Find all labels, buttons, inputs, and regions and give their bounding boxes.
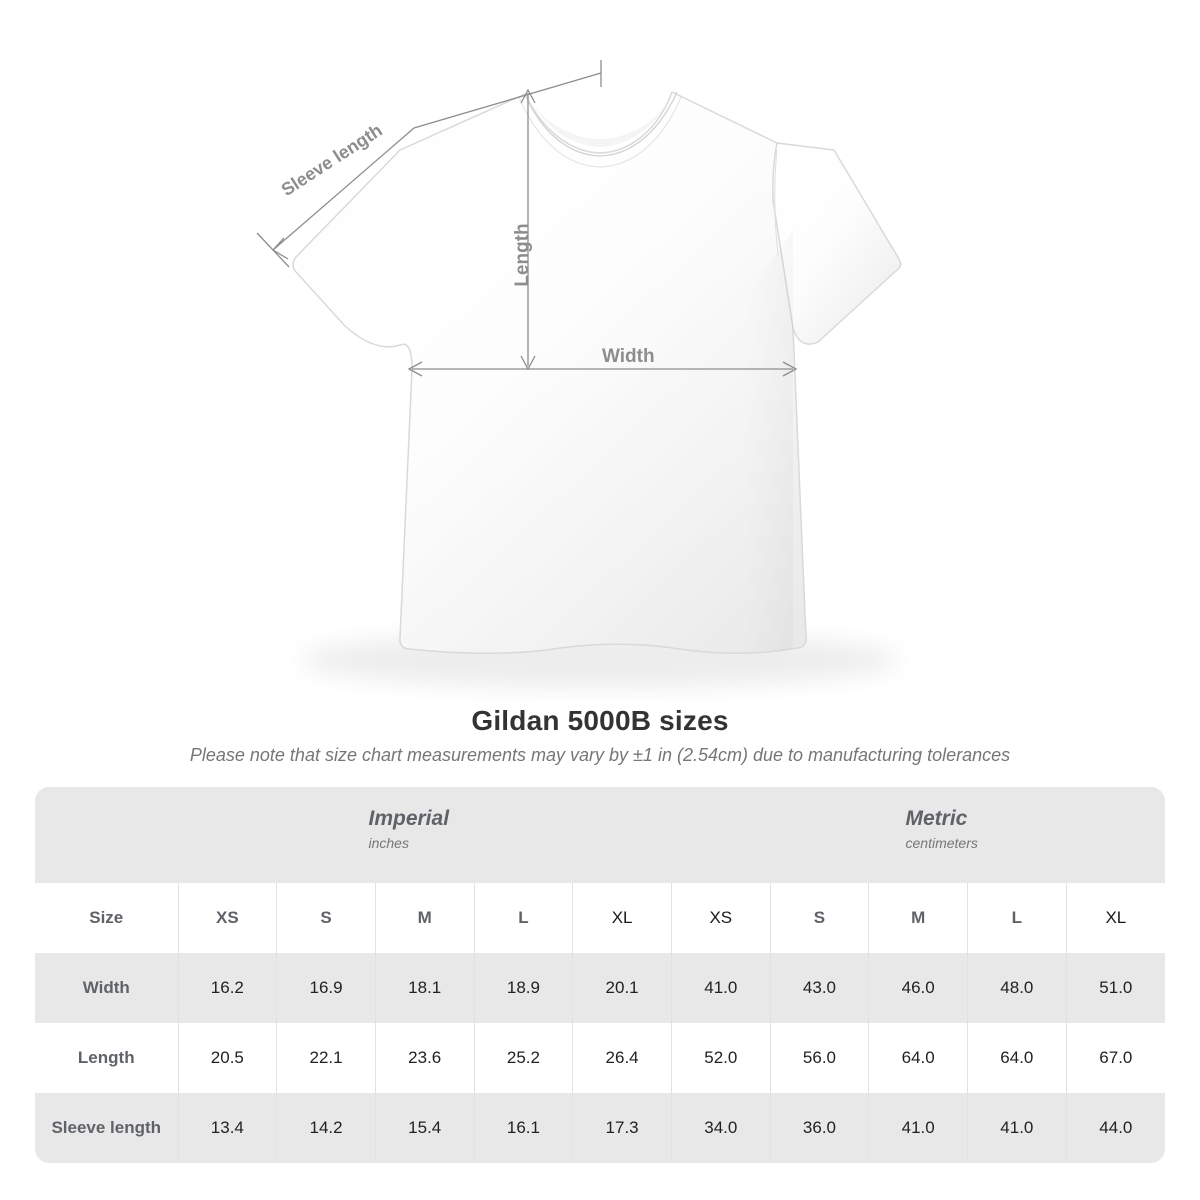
svg-text:Width: Width: [602, 346, 655, 367]
svg-text:Length: Length: [512, 223, 533, 286]
